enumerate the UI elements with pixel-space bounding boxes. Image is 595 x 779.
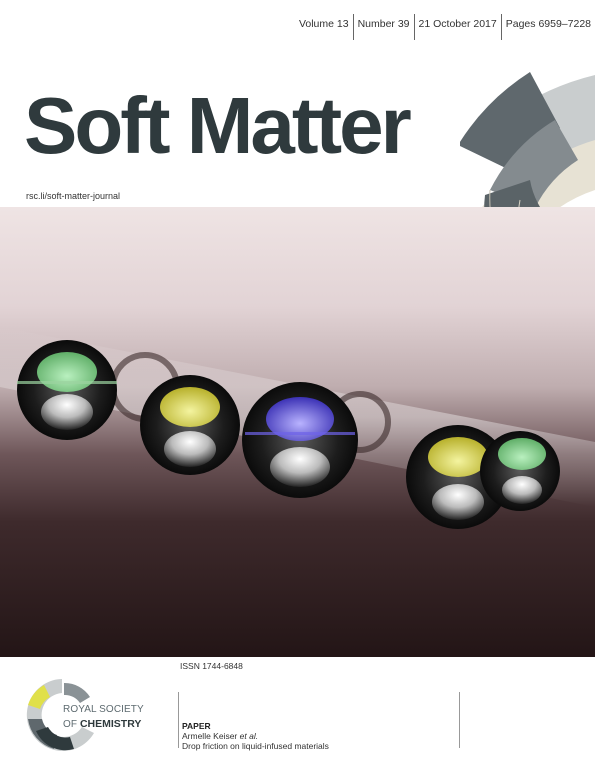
publisher-line2-prefix: OF: [63, 719, 80, 730]
publisher-name: ROYAL SOCIETY OF CHEMISTRY: [63, 705, 144, 731]
journal-title: Soft Matter: [24, 81, 412, 170]
journal-url[interactable]: rsc.li/soft-matter-journal: [26, 191, 121, 201]
article-authors-name: Armelle Keiser: [182, 731, 238, 742]
issn-label: ISSN 1744-6848: [180, 661, 243, 671]
drop-yellow-right: [406, 425, 510, 529]
article-type: PAPER: [182, 721, 211, 731]
publisher-line2: OF CHEMISTRY: [63, 715, 144, 731]
article-title: Drop friction on liquid-infused material…: [182, 741, 329, 752]
drop-green-right: [480, 431, 560, 511]
volume-label: Volume 13: [298, 18, 349, 30]
drop-blue: [242, 382, 358, 498]
issue-info: Volume 13 Number 39 21 October 2017 Page…: [295, 14, 595, 40]
number-label: Number 39: [352, 14, 414, 40]
drop-yellow-left: [140, 375, 240, 475]
article-authors-suffix: et al.: [237, 731, 259, 742]
date-label: 21 October 2017: [413, 14, 501, 40]
divider-left: [178, 692, 179, 748]
rsc-logo-icon: [26, 679, 94, 751]
pages-label: Pages 6959–7228: [500, 14, 595, 40]
publisher-line1: ROYAL SOCIETY: [63, 704, 144, 715]
publisher-line2-bold: CHEMISTRY: [79, 718, 142, 730]
cover-image: [0, 207, 595, 657]
drop-green-left: [17, 340, 117, 440]
article-authors: Armelle Keiser et al.: [182, 731, 329, 741]
divider-right: [459, 692, 460, 748]
featured-paper: PAPER Armelle Keiser et al. Drop frictio…: [182, 721, 329, 752]
